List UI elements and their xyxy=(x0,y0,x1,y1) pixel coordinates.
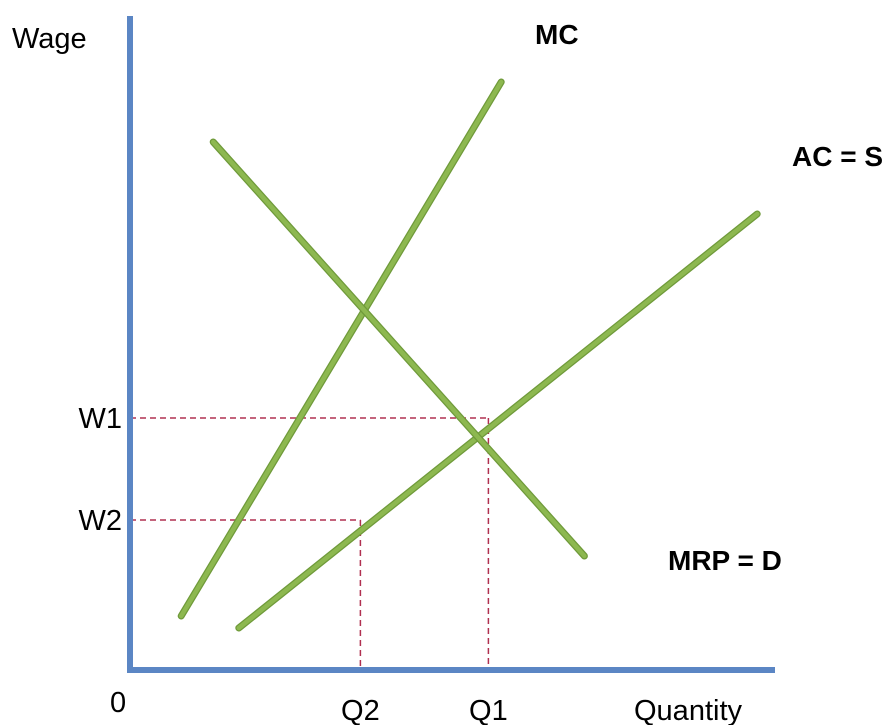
labels: Wage Quantity 0 W1 Q1 W2 Q2 MC AC = S MRP = D xyxy=(12,19,883,725)
wage-tick-label: W2 xyxy=(79,505,123,537)
mc-curve xyxy=(178,79,504,619)
ac-s-curve-label: AC = S xyxy=(792,141,883,172)
wage-tick-label: W1 xyxy=(79,403,123,435)
curves xyxy=(177,78,761,632)
x-axis-label: Quantity xyxy=(634,695,742,725)
mrp-d-curve xyxy=(210,139,587,559)
quantity-tick-label: Q2 xyxy=(341,695,380,725)
reference-lines xyxy=(130,417,490,670)
mrp-d-curve-label: MRP = D xyxy=(668,545,782,576)
y-axis-label: Wage xyxy=(12,23,87,55)
quantity-tick-label: Q1 xyxy=(469,695,508,725)
ac-s-curve xyxy=(236,211,760,631)
mc-curve-label: MC xyxy=(535,19,579,50)
axes xyxy=(127,16,775,673)
origin-label: 0 xyxy=(110,687,126,719)
